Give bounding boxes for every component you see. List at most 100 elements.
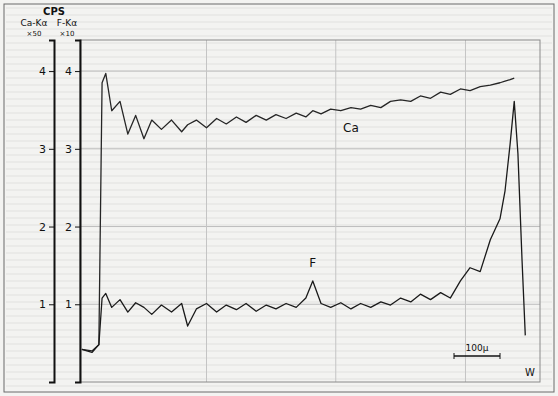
y-axis-f: 1 2 3 4	[65, 41, 81, 383]
paper-rule	[6, 113, 552, 114]
grid	[80, 40, 540, 382]
paper-rule	[6, 148, 552, 149]
tick: 4	[39, 65, 54, 78]
grid-line	[80, 148, 540, 149]
paper-rule	[6, 71, 552, 72]
scale-bar-end	[454, 353, 455, 359]
tick: 1	[65, 298, 80, 311]
paper-rule	[6, 120, 552, 121]
paper-rule	[6, 127, 552, 128]
scale-bar	[454, 355, 500, 357]
tick-mark	[75, 149, 80, 150]
paper-rule	[6, 197, 552, 198]
paper-rule	[6, 288, 552, 289]
grid-line	[80, 304, 540, 305]
tick-mark	[49, 149, 54, 150]
tick: 4	[65, 65, 80, 78]
paper-rule	[6, 8, 552, 9]
paper-rule	[6, 225, 552, 226]
paper-rule	[6, 183, 552, 184]
paper-rule	[6, 232, 552, 233]
paper-rule	[6, 330, 552, 331]
series-label: Ca	[343, 121, 359, 135]
paper-rule	[6, 85, 552, 86]
grid-line	[80, 226, 540, 227]
tick-label: 1	[65, 298, 72, 311]
paper-rule	[6, 162, 552, 163]
tick: 3	[39, 143, 54, 156]
tick-label: 2	[65, 221, 72, 234]
axis-title: Ca-Kα	[21, 18, 48, 28]
paper-rule	[6, 337, 552, 338]
tick: 2	[65, 221, 80, 234]
paper-rule	[6, 190, 552, 191]
y-axis-ca: 1 2 3 4	[39, 41, 55, 383]
paper-rule	[6, 379, 552, 380]
paper-rule	[6, 253, 552, 254]
paper-rule	[6, 15, 552, 16]
title: CPS	[43, 6, 65, 17]
tick-label: 3	[65, 143, 72, 156]
axis-scale-label: ×50	[27, 30, 42, 38]
traces	[82, 73, 525, 352]
tick-label: 2	[39, 221, 46, 234]
paper-rule	[6, 309, 552, 310]
grid-line	[335, 40, 336, 382]
tick-mark	[75, 304, 80, 305]
tick-mark	[75, 227, 80, 228]
tick-mark	[49, 304, 54, 305]
paper-rule	[6, 260, 552, 261]
paper-rule	[6, 204, 552, 205]
paper-rule	[6, 155, 552, 156]
paper-rule	[6, 295, 552, 296]
paper-rule	[6, 365, 552, 366]
paper	[0, 0, 558, 396]
paper-rule	[6, 106, 552, 107]
chart: 1 2 3 4 1 2 3 4 CPSCa-Kα ×50 F-Kα ×10 Ca F 100μ W	[0, 0, 558, 396]
annotation: W	[525, 367, 535, 378]
paper-rule	[6, 169, 552, 170]
paper-rule	[6, 316, 552, 317]
tick: 2	[39, 221, 54, 234]
paper-rule	[6, 64, 552, 65]
paper-rule	[6, 274, 552, 275]
series-label: F	[309, 256, 316, 270]
grid-line	[465, 40, 466, 382]
paper-rule	[6, 36, 552, 37]
paper-rule	[6, 302, 552, 303]
paper-rule	[6, 99, 552, 100]
paper-rule	[6, 323, 552, 324]
tick-label: 3	[39, 143, 46, 156]
paper-rule	[6, 29, 552, 30]
tick: 3	[65, 143, 80, 156]
tick-label: 4	[65, 65, 72, 78]
tick-mark	[49, 71, 54, 72]
paper-rule	[6, 176, 552, 177]
paper-rule	[6, 134, 552, 135]
axis-scale-label: ×10	[60, 30, 75, 38]
paper-rules	[6, 8, 552, 386]
tick: 1	[39, 298, 54, 311]
tick-mark	[75, 71, 80, 72]
paper-rule	[6, 281, 552, 282]
paper-rule	[6, 92, 552, 93]
paper-rule	[6, 50, 552, 51]
paper-rule	[6, 22, 552, 23]
paper-rule	[6, 218, 552, 219]
axis-line	[49, 41, 55, 383]
paper-rule	[6, 211, 552, 212]
paper-rule	[6, 141, 552, 142]
scale-bar-end	[500, 353, 501, 359]
axis-title: F-Kα	[57, 18, 77, 28]
grid-line	[80, 71, 540, 72]
scale-bar-label: 100μ	[466, 343, 489, 353]
plot-frame	[80, 40, 540, 382]
axis-line	[75, 41, 81, 383]
grid-line	[206, 40, 207, 382]
tick-label: 4	[39, 65, 46, 78]
paper-rule	[6, 57, 552, 58]
tick-mark	[49, 227, 54, 228]
paper-rule	[6, 386, 552, 387]
paper-rule	[6, 78, 552, 79]
paper-rule	[6, 358, 552, 359]
